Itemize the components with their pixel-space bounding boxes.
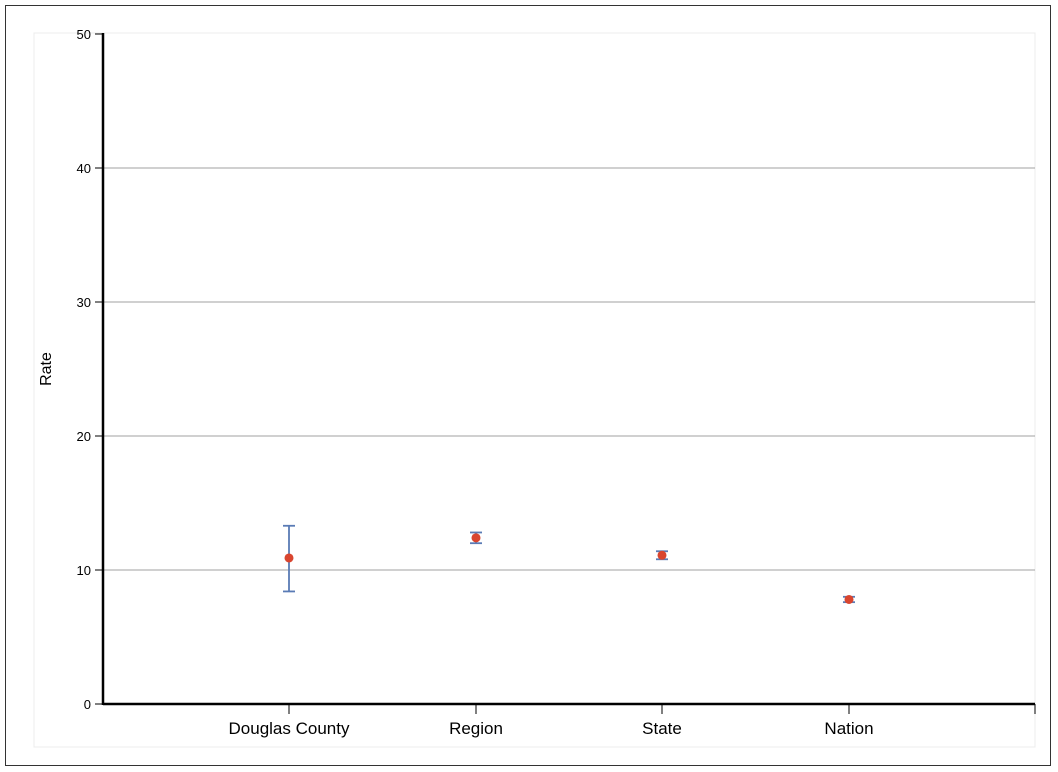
x-category-label: State (642, 719, 682, 738)
plot-background-panel (33, 32, 1036, 748)
grid-lines (103, 167, 1035, 571)
y-tick-label: 10 (77, 563, 91, 578)
x-category-label: Nation (824, 719, 873, 738)
y-tick-label: 30 (77, 295, 91, 310)
x-category-label: Douglas County (229, 719, 350, 738)
y-tick-label: 40 (77, 161, 91, 176)
data-point (284, 553, 294, 563)
data-point (657, 550, 667, 560)
rate-chart: 0 10 20 30 40 50 Douglas County Region State Nat… (33, 27, 1036, 748)
x-axis-ticks: Douglas County Region State Nation (229, 704, 874, 738)
y-axis-ticks: 0 10 20 30 40 50 (77, 27, 103, 712)
data-point (844, 594, 854, 604)
y-axis-title: Rate (38, 352, 55, 386)
y-tick-label: 0 (84, 697, 91, 712)
axes (101, 33, 1036, 714)
data-marks (283, 524, 855, 604)
data-point (471, 533, 481, 543)
y-tick-label: 50 (77, 27, 91, 42)
x-category-label: Region (449, 719, 503, 738)
chart-frame: 0 10 20 30 40 50 Douglas County Region State Nat… (5, 5, 1051, 766)
y-tick-label: 20 (77, 429, 91, 444)
